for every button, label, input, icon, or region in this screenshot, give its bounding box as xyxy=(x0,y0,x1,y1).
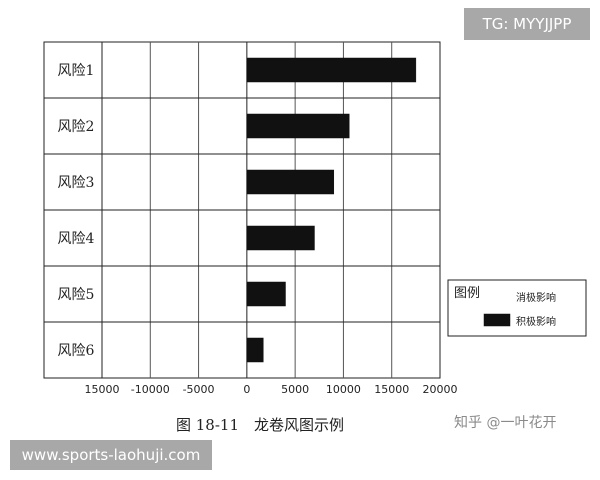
x-tick-label: 0 xyxy=(243,383,250,396)
bar-positive xyxy=(246,113,350,139)
top-watermark-badge: TG: MYYJJPP xyxy=(464,8,590,40)
category-label: 风险5 xyxy=(58,287,95,303)
x-tick-label: -5000 xyxy=(183,383,215,396)
x-tick-label: -10000 xyxy=(131,383,170,396)
bar-positive xyxy=(246,225,315,251)
x-tick-label: 15000 xyxy=(374,383,409,396)
legend-swatch xyxy=(484,290,510,302)
bar-positive xyxy=(246,337,264,363)
legend-title: 图例 xyxy=(454,286,480,301)
category-label: 风险4 xyxy=(58,231,95,247)
category-label: 风险1 xyxy=(58,63,95,79)
bottom-watermark-badge: www.sports-laohuji.com xyxy=(10,440,212,470)
legend-label: 积极影响 xyxy=(516,315,556,328)
x-tick-label: 5000 xyxy=(281,383,309,396)
legend-swatch xyxy=(483,313,511,327)
legend-label: 消极影响 xyxy=(516,291,556,304)
category-label: 风险3 xyxy=(58,175,95,191)
bar-positive xyxy=(246,57,417,83)
bar-positive xyxy=(246,281,286,307)
bar-positive xyxy=(246,169,335,195)
figure-caption: 图 18-11 龙卷风图示例 xyxy=(175,416,344,434)
zhihu-watermark: 知乎 @一叶花开 xyxy=(454,415,557,431)
x-tick-label: 20000 xyxy=(423,383,458,396)
category-label: 风险6 xyxy=(58,343,95,359)
category-label: 风险2 xyxy=(58,119,95,135)
x-tick-label: 10000 xyxy=(326,383,361,396)
x-tick-label: 15000 xyxy=(85,383,120,396)
legend-box xyxy=(447,279,587,337)
